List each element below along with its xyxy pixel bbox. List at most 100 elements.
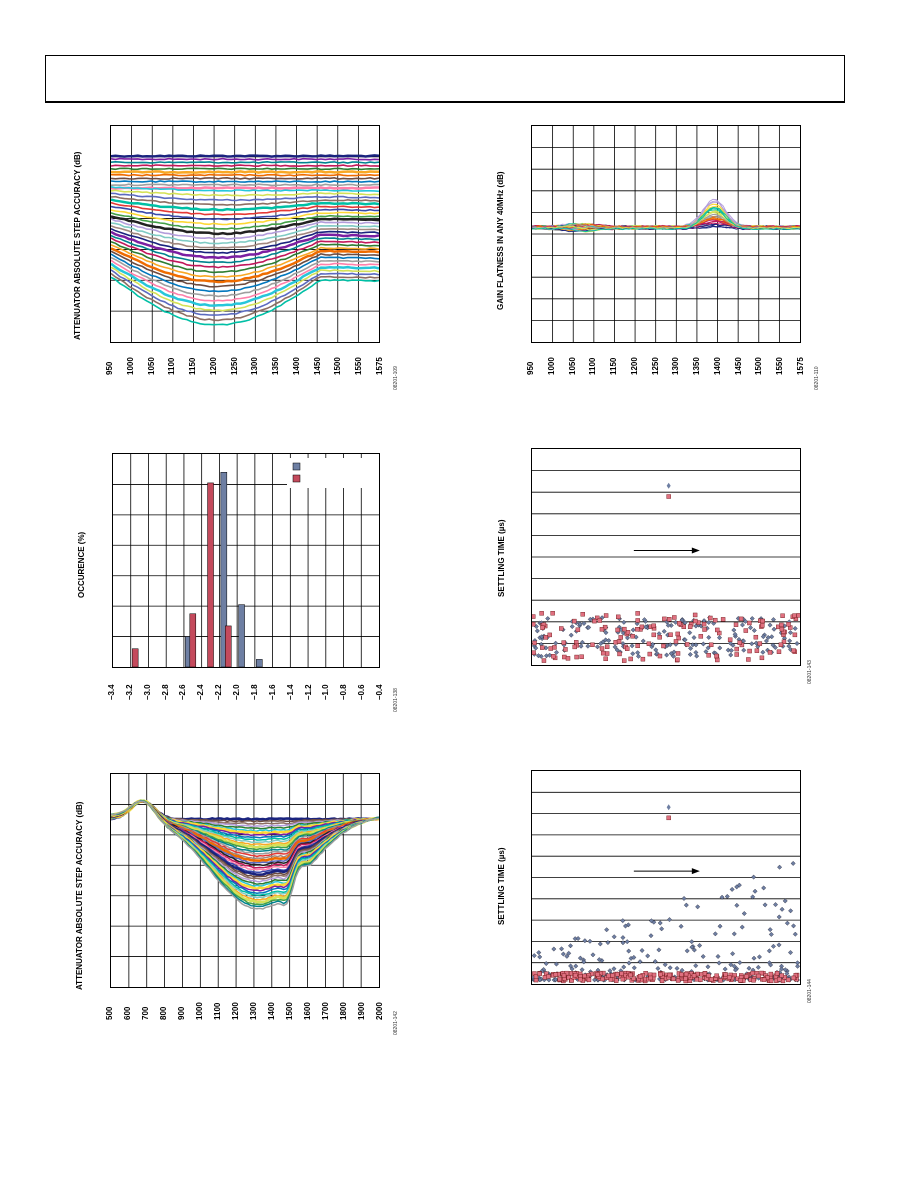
scatter-point [640, 638, 646, 644]
scatter-point [536, 653, 541, 659]
x-tick-label: 900 [177, 1006, 186, 1020]
scatter-point [693, 618, 698, 624]
scatter-point [620, 976, 626, 982]
scatter-point [792, 632, 798, 638]
scatter-point [586, 624, 592, 630]
scatter-point [676, 635, 681, 641]
scatter-point [790, 860, 796, 866]
scatter-point [568, 963, 574, 969]
scatter-point [600, 650, 606, 656]
scatter-point [590, 952, 596, 958]
scatter-point [597, 941, 603, 947]
scatter-point [784, 920, 790, 926]
f6-figure-id: 08201-144 [807, 979, 813, 1003]
scatter-point [694, 653, 700, 659]
scatter-point [706, 634, 712, 640]
histogram-bar [225, 625, 232, 667]
scatter-point [748, 625, 754, 631]
scatter-outlier [666, 815, 671, 821]
scatter-point [788, 950, 793, 956]
x-tick-label: –2.6 [178, 684, 188, 700]
scatter-point [566, 950, 572, 956]
scatter-point [687, 651, 693, 657]
scatter-point [603, 613, 609, 618]
f3-plot-area [112, 453, 380, 668]
scatter-point [654, 651, 660, 657]
scatter-point [624, 939, 630, 945]
scatter-point [693, 642, 699, 648]
scatter-point [608, 977, 614, 982]
series-line [111, 266, 379, 312]
scatter-point [787, 638, 793, 644]
scatter-point [577, 955, 583, 961]
scatter-point [610, 973, 615, 978]
scatter-point [737, 978, 743, 983]
x-tick-label: 1350 [271, 357, 281, 375]
scatter-point [564, 970, 569, 976]
scatter-point [581, 620, 587, 626]
scatter-point [685, 642, 690, 647]
scatter-point [625, 646, 630, 651]
scatter-point [625, 635, 630, 641]
scatter-point [668, 632, 673, 637]
scatter-point [646, 641, 652, 646]
scatter-point [753, 634, 759, 640]
series-line [111, 183, 379, 187]
scatter-point [751, 874, 757, 880]
scatter-point [690, 642, 696, 648]
x-tick-label: 1800 [339, 1002, 348, 1020]
scatter-point [726, 974, 732, 980]
scatter-point [760, 623, 765, 628]
scatter-point [604, 644, 610, 649]
f4-y-axis-label: SETTLING TIME (µs) [497, 519, 506, 598]
series-line [111, 160, 379, 164]
scatter-point [561, 973, 567, 978]
scatter-point [653, 647, 659, 653]
x-tick-label: 1500 [285, 1002, 294, 1020]
scatter-point [737, 640, 742, 645]
scatter-point [691, 635, 697, 641]
scatter-point [716, 960, 722, 966]
scatter-point [661, 643, 666, 649]
scatter-point [700, 641, 706, 647]
scatter-point [776, 914, 782, 920]
scatter-point [728, 652, 734, 658]
scatter-point [630, 634, 635, 639]
series-line [111, 154, 379, 158]
x-tick-label: –1.0 [321, 684, 331, 700]
series-line [532, 219, 800, 229]
scatter-point [792, 931, 798, 937]
series-line [111, 176, 379, 180]
scatter-point [774, 971, 780, 976]
x-tick-label: 1400 [267, 1002, 276, 1020]
scatter-point [670, 653, 676, 659]
scatter-point [599, 646, 605, 651]
scatter-point [746, 965, 752, 971]
scatter-point [658, 972, 663, 977]
scatter-point [659, 978, 665, 984]
scatter-point [640, 656, 646, 662]
scatter-point [532, 650, 536, 655]
scatter-point [693, 963, 699, 969]
scatter-point [712, 931, 718, 937]
scatter-point [566, 975, 571, 980]
scatter-point [648, 975, 653, 981]
scatter-point [733, 967, 738, 973]
scatter-point [625, 630, 631, 635]
f6-plot-area [531, 770, 801, 985]
legend-swatch [292, 474, 301, 483]
scatter-point [648, 918, 654, 924]
scatter-point [547, 632, 552, 638]
scatter-point [543, 635, 548, 640]
scatter-point [713, 617, 718, 623]
x-tick-label: 1400 [712, 357, 722, 375]
scatter-point [645, 953, 651, 959]
scatter-point [635, 653, 641, 659]
arrow-head [691, 547, 700, 554]
scatter-point [791, 923, 797, 929]
scatter-point [746, 657, 751, 662]
x-tick-label: 1575 [375, 357, 384, 375]
series-line [111, 173, 379, 177]
x-tick-label: 1300 [250, 357, 260, 375]
scatter-point [573, 972, 578, 978]
